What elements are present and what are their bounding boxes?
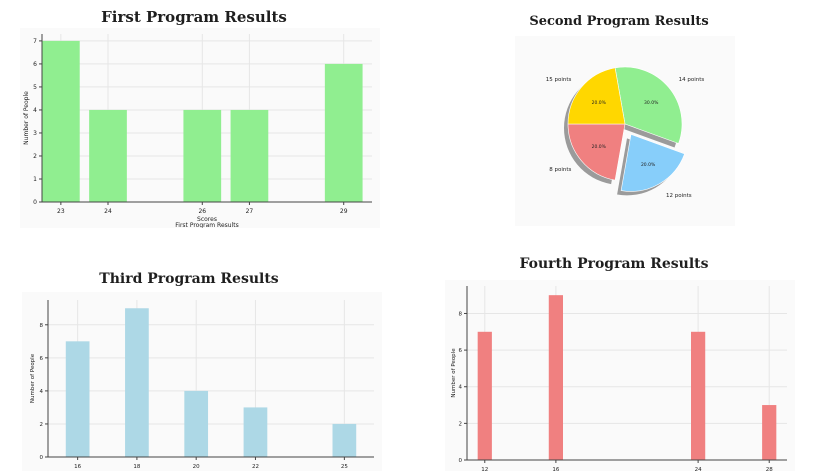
bar-chart-fourth-program: 0246812162428ScoresNumber of People [445, 280, 795, 471]
bar [89, 109, 127, 202]
y-axis-label: Number of People [451, 348, 457, 398]
y-tick-label: 8 [459, 311, 463, 317]
chart-title: Fourth Program Results [519, 256, 709, 272]
y-tick-label: 5 [33, 84, 37, 91]
slice-label: 14 points [679, 77, 705, 83]
slice-percent-label: 20.0% [592, 100, 607, 106]
x-tick-label: 27 [246, 208, 254, 215]
slice-label: 15 points [546, 77, 572, 83]
y-tick-label: 6 [459, 348, 463, 354]
bar [691, 331, 706, 460]
pie-slice [614, 66, 683, 144]
pie-slice [567, 123, 626, 181]
bar [324, 63, 363, 202]
x-axis-label: Scores [197, 216, 217, 223]
x-tick-label: 18 [133, 464, 140, 470]
slice-percent-label: 20.0% [592, 144, 607, 150]
y-axis-label: Number of People [30, 353, 36, 403]
bar [332, 423, 357, 457]
x-tick-label: 16 [74, 464, 81, 470]
bar [65, 341, 90, 457]
pie-slice [620, 133, 685, 192]
x-tick-label: 12 [481, 467, 488, 471]
chart-title: Third Program Results [99, 271, 279, 287]
slice-label: 8 points [549, 167, 571, 173]
y-tick-label: 2 [459, 421, 463, 427]
bar [230, 109, 269, 202]
y-tick-label: 7 [33, 38, 37, 45]
y-tick-label: 0 [33, 199, 37, 206]
y-tick-label: 4 [33, 107, 37, 114]
bar [125, 308, 149, 457]
bar [548, 295, 563, 460]
x-tick-label: 22 [252, 464, 259, 470]
y-tick-label: 2 [40, 422, 44, 428]
x-tick-label: 28 [766, 467, 773, 471]
y-tick-label: 6 [40, 356, 44, 362]
y-tick-label: 1 [33, 176, 37, 183]
x-axis-caption: First Program Results [175, 222, 238, 228]
y-tick-label: 4 [459, 385, 463, 391]
bar [183, 109, 222, 202]
y-tick-label: 0 [459, 458, 463, 464]
chart-title: First Program Results [101, 8, 287, 26]
y-tick-label: 0 [40, 455, 44, 461]
slice-percent-label: 20.0% [641, 162, 656, 168]
chart-background [445, 280, 795, 471]
y-tick-label: 8 [40, 323, 44, 329]
slice-label: 12 points [666, 193, 692, 199]
x-tick-label: 26 [198, 208, 206, 215]
bar [477, 331, 492, 460]
x-tick-label: 25 [341, 464, 348, 470]
bar [42, 40, 80, 202]
x-tick-label: 16 [552, 467, 559, 471]
y-tick-label: 2 [33, 153, 37, 160]
y-axis-label: Number of People [23, 91, 30, 145]
bar [184, 390, 209, 457]
chart-title: Second Program Results [529, 14, 709, 29]
x-tick-label: 24 [695, 467, 702, 471]
x-tick-label: 20 [193, 464, 200, 470]
x-tick-label: 29 [340, 208, 348, 215]
bar [243, 407, 268, 457]
pie-chart-second-program: 20.0% 8 points 20.0% 12 points 30.0% 14 point… [515, 36, 735, 226]
bar-chart-third-program: 024681618202225ScoresNumber of People [22, 292, 382, 471]
slice-percent-label: 30.0% [644, 100, 659, 106]
x-tick-label: 24 [104, 208, 112, 215]
y-tick-label: 6 [33, 61, 37, 68]
pie-slice [567, 67, 626, 125]
y-tick-label: 4 [40, 389, 44, 395]
chart-background [515, 36, 735, 226]
x-tick-label: 23 [57, 208, 65, 215]
y-tick-label: 3 [33, 130, 37, 137]
bar [762, 405, 777, 460]
